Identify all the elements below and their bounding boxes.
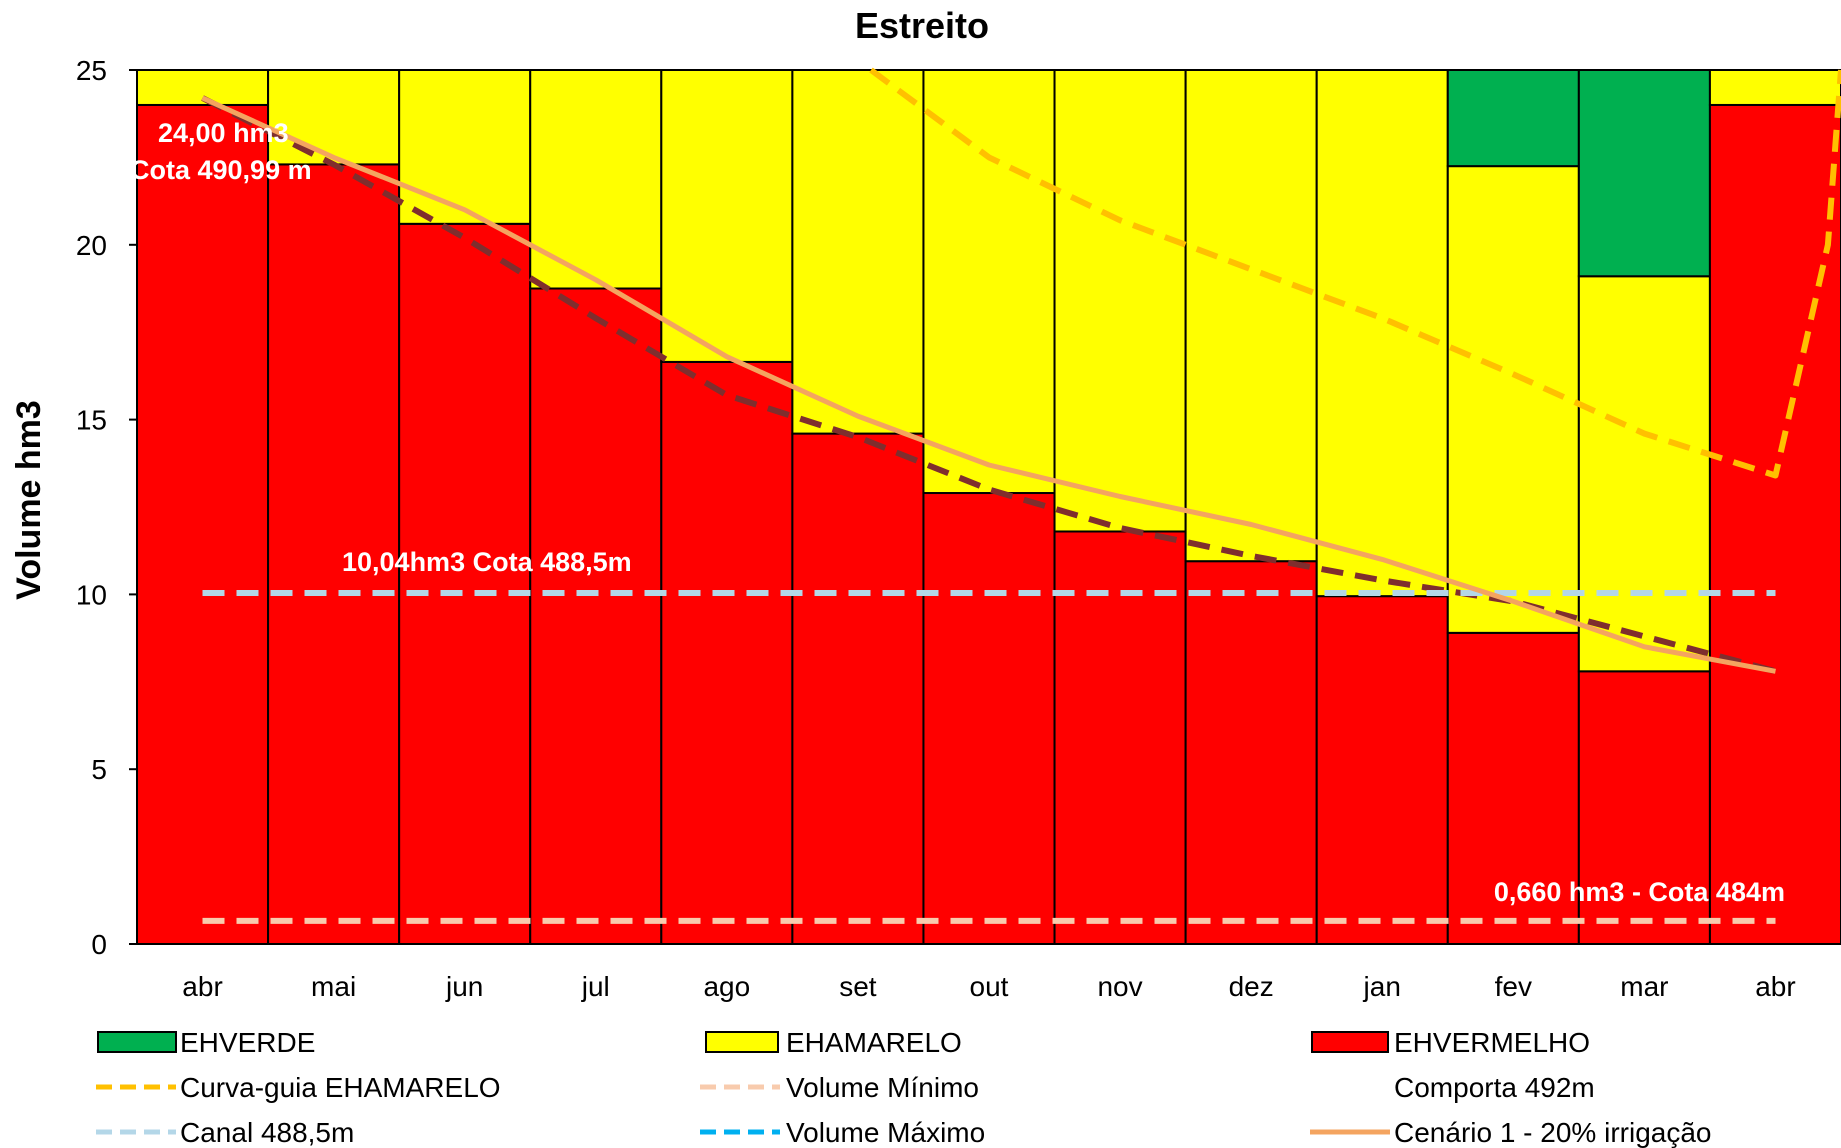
x-tick-label-3: jul xyxy=(581,971,610,1002)
legend-label-volume-minimo: Volume Mínimo xyxy=(786,1072,979,1103)
x-tick-label-2: jun xyxy=(445,971,483,1002)
bar-ehvermelho-3 xyxy=(529,287,663,945)
bar-ehvermelho-10 xyxy=(1446,631,1580,946)
lines-layer xyxy=(201,67,1841,924)
annotation-minimo: 0,660 hm3 - Cota 484m xyxy=(1494,877,1785,907)
y-tick-label-0: 0 xyxy=(91,929,107,960)
bar-ehvermelho-0 xyxy=(136,103,270,945)
bars-layer xyxy=(136,69,1841,946)
bar-ehamarelo-4 xyxy=(660,69,794,363)
x-tick-label-6: out xyxy=(970,971,1009,1002)
series-line-cen-rio-1-20-irriga-o xyxy=(201,95,1776,674)
bar-ehamarelo-2 xyxy=(398,69,532,225)
x-tick-label-8: dez xyxy=(1229,971,1274,1002)
legend-label-ehamarelo: EHAMARELO xyxy=(786,1027,962,1058)
legend-swatch-ehamarelo xyxy=(705,1031,779,1053)
bar-ehvermelho-5 xyxy=(791,432,925,945)
x-tick-label-0: abr xyxy=(182,971,222,1002)
y-tick-label-5: 5 xyxy=(91,754,107,785)
bar-ehvermelho-9 xyxy=(1315,595,1449,945)
bar-ehamarelo-3 xyxy=(529,69,663,290)
x-tick-label-9: jan xyxy=(1363,971,1401,1002)
legend-label-comporta: Comporta 492m xyxy=(1394,1072,1595,1103)
y-tick-label-10: 10 xyxy=(76,579,107,610)
legend: EHVERDE EHAMARELO EHVERMELHO Curva-guia … xyxy=(96,1027,1712,1148)
x-tick-label-4: ago xyxy=(703,971,750,1002)
annotation-canal: 10,04hm3 Cota 488,5m xyxy=(342,547,632,577)
bar-ehamarelo-10 xyxy=(1446,165,1580,634)
bar-ehamarelo-9 xyxy=(1315,69,1449,598)
y-axis-label: Volume hm3 xyxy=(10,400,48,600)
bar-ehverde-11 xyxy=(1577,69,1711,278)
axes-layer: 0 5 10 15 20 25 abr mai jun jul ago set out nov dez jan… xyxy=(76,55,1841,1002)
y-tick-label-20: 20 xyxy=(76,230,107,261)
x-tick-label-1: mai xyxy=(311,971,356,1002)
legend-swatch-ehverde xyxy=(97,1031,177,1053)
y-tick-label-15: 15 xyxy=(76,405,107,436)
bar-ehamarelo-5 xyxy=(791,69,925,435)
bar-ehamarelo-11 xyxy=(1577,275,1711,673)
legend-label-ehverde: EHVERDE xyxy=(180,1027,315,1058)
bar-ehvermelho-8 xyxy=(1184,560,1318,945)
annotation-start-volume: 24,00 hm3 xyxy=(158,118,289,148)
bar-ehamarelo-12 xyxy=(1708,69,1841,106)
bar-ehamarelo-6 xyxy=(922,69,1056,495)
legend-label-volume-maximo: Volume Máximo xyxy=(786,1117,985,1148)
bar-ehvermelho-2 xyxy=(398,222,532,946)
legend-label-ehvermelho: EHVERMELHO xyxy=(1394,1027,1590,1058)
legend-label-curva-guia: Curva-guia EHAMARELO xyxy=(180,1072,501,1103)
bar-ehamarelo-8 xyxy=(1184,69,1318,563)
bar-ehamarelo-1 xyxy=(267,69,401,166)
y-tick-label-25: 25 xyxy=(76,55,107,86)
legend-label-cenario: Cenário 1 - 20% irrigação xyxy=(1394,1117,1712,1148)
chart-title: Estreito xyxy=(855,5,989,46)
x-tick-label-7: nov xyxy=(1097,971,1142,1002)
bar-ehvermelho-7 xyxy=(1053,530,1187,945)
legend-label-canal: Canal 488,5m xyxy=(180,1117,354,1148)
bar-ehvermelho-6 xyxy=(922,492,1056,945)
x-tick-label-10: fev xyxy=(1495,971,1532,1002)
x-tick-label-11: mar xyxy=(1620,971,1668,1002)
x-tick-label-5: set xyxy=(839,971,877,1002)
bar-ehamarelo-7 xyxy=(1053,69,1187,533)
series-line-curva-guia-ehamarelo xyxy=(869,67,1841,479)
legend-swatch-ehvermelho xyxy=(1311,1031,1389,1053)
bar-ehvermelho-4 xyxy=(660,360,794,945)
bar-ehvermelho-1 xyxy=(267,163,401,945)
annotation-start-cota: Cota 490,99 m xyxy=(130,155,312,185)
bar-ehvermelho-12 xyxy=(1708,103,1841,945)
bar-ehverde-10 xyxy=(1446,69,1580,168)
x-tick-label-12: abr xyxy=(1755,971,1795,1002)
